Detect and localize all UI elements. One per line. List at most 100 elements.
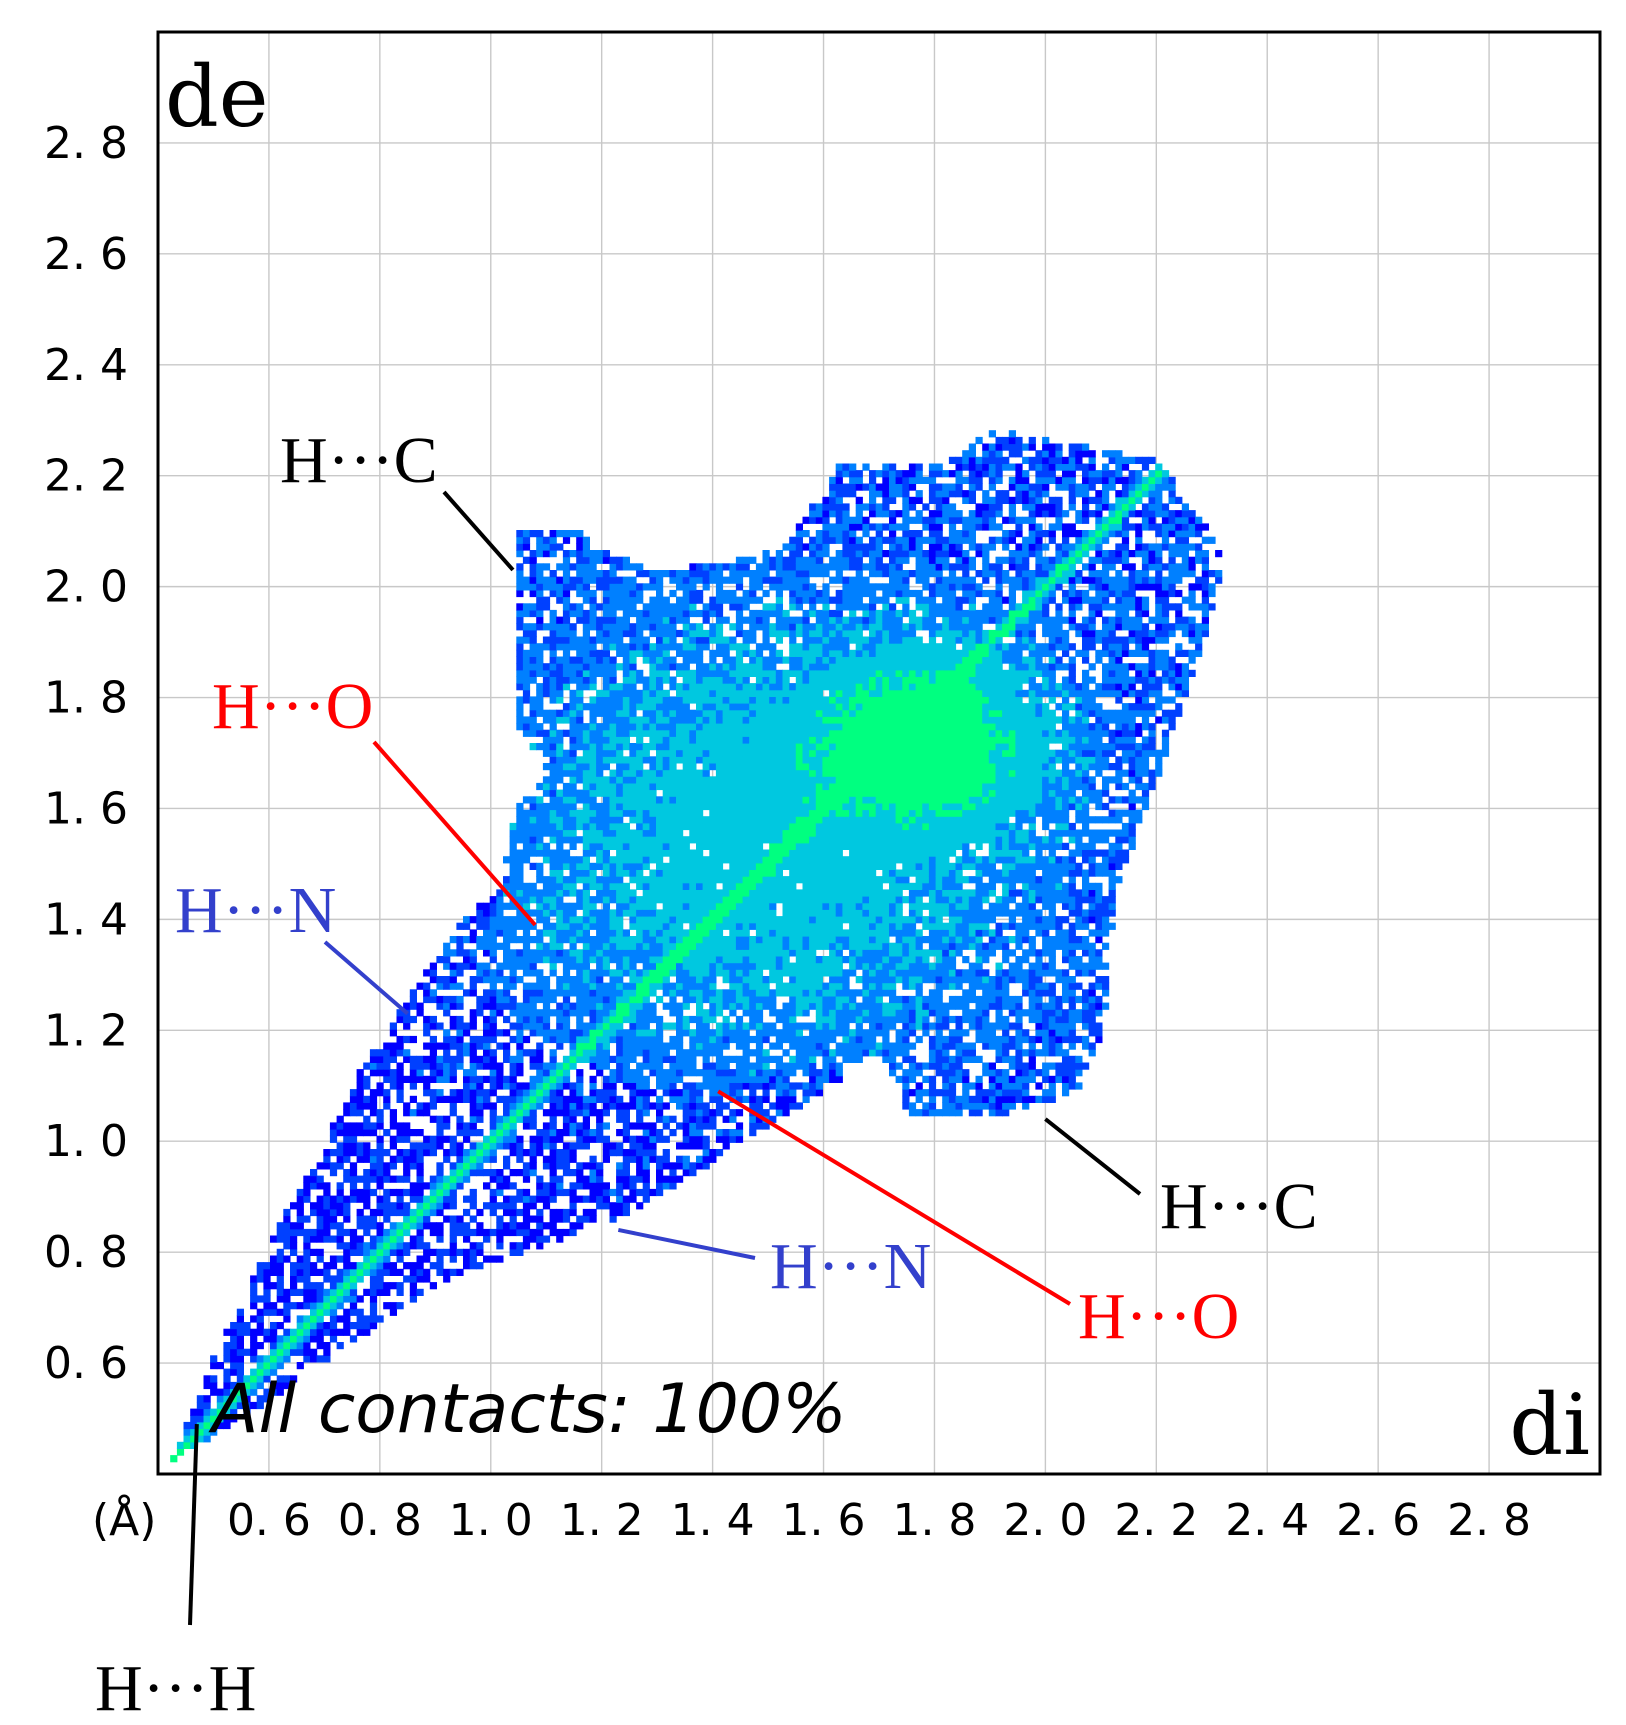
density-cell [562, 1035, 571, 1044]
density-cell [669, 769, 677, 777]
density-cell [522, 543, 531, 551]
density-cell [582, 1042, 590, 1050]
density-cell [549, 922, 557, 930]
density-cell [682, 723, 690, 731]
density-cell [629, 1049, 637, 1057]
density-cell [749, 822, 757, 831]
density-cell [722, 889, 730, 897]
density-cell [270, 1328, 278, 1336]
density-cell [522, 902, 531, 910]
density-cell [549, 909, 557, 917]
density-cell [489, 1109, 497, 1117]
density-cell [576, 1035, 584, 1044]
density-cell [363, 1129, 371, 1137]
density-cell [389, 1235, 397, 1243]
density-cell [203, 1415, 211, 1423]
density-cell [516, 603, 524, 611]
density-cell [536, 816, 544, 824]
density-cell [576, 1029, 584, 1037]
density-cell [769, 556, 777, 564]
density-cell [343, 1109, 351, 1117]
density-cell [649, 576, 657, 584]
density-cell [316, 1162, 324, 1170]
density-cell [742, 723, 750, 731]
density-cell [489, 1169, 497, 1177]
density-cell [689, 789, 697, 797]
density-cell [696, 976, 704, 984]
density-cell [729, 563, 737, 571]
density-cell [336, 1162, 344, 1170]
density-cell [636, 995, 644, 1004]
density-cell [230, 1408, 238, 1416]
density-cell [529, 1142, 537, 1150]
density-cell [503, 1129, 511, 1137]
density-cell [809, 749, 817, 757]
density-cell [789, 1069, 797, 1077]
density-cell [676, 743, 684, 751]
density-cell [549, 989, 557, 997]
density-cell [363, 1202, 371, 1210]
density-cell [676, 683, 684, 691]
density-cell [582, 869, 590, 877]
density-cell [669, 636, 677, 644]
density-cell [755, 902, 764, 910]
density-cell [409, 1235, 417, 1243]
density-cell [662, 802, 670, 811]
density-cell [436, 1042, 444, 1050]
density-cell [416, 1228, 424, 1237]
density-cell [769, 763, 777, 771]
density-cell [649, 769, 657, 777]
density-cell [609, 1015, 617, 1024]
density-cell [589, 1042, 597, 1050]
density-cell [589, 969, 597, 977]
density-cell [636, 1075, 644, 1083]
density-cell [622, 942, 630, 950]
density-cell [476, 962, 484, 970]
density-cell [815, 769, 823, 777]
density-cell [496, 1029, 504, 1037]
density-cell [356, 1102, 364, 1110]
density-cell [569, 636, 577, 644]
density-cell [749, 1122, 757, 1130]
density-cell [749, 576, 757, 584]
density-cell [609, 995, 617, 1004]
density-cell [802, 723, 810, 731]
density-cell [749, 636, 757, 644]
density-cell [549, 1115, 557, 1123]
density-cell [742, 782, 750, 791]
density-cell [689, 1129, 697, 1137]
density-cell [795, 576, 803, 584]
density-cell [602, 989, 610, 997]
density-cell [629, 609, 637, 618]
density-cell [596, 689, 604, 697]
density-cell [456, 922, 464, 930]
density-cell [775, 636, 783, 644]
density-cell [802, 796, 810, 804]
density-cell [642, 889, 650, 897]
density-cell [795, 756, 803, 764]
density-cell [536, 1055, 544, 1063]
density-cell [809, 1002, 817, 1010]
density-cell [403, 1055, 411, 1063]
density-cell [456, 1095, 464, 1103]
density-cell [669, 609, 677, 618]
density-cell [356, 1322, 364, 1330]
density-cell [190, 1421, 198, 1430]
density-cell [529, 1095, 537, 1103]
density-cell [795, 689, 803, 697]
density-cell [729, 723, 737, 731]
density-cell [383, 1208, 391, 1217]
density-cell [562, 663, 571, 671]
density-cell [682, 796, 690, 804]
density-cell [649, 656, 657, 664]
density-cell [576, 929, 584, 937]
density-cell [409, 1262, 417, 1270]
density-cell [689, 876, 697, 884]
density-cell [323, 1275, 331, 1283]
density-cell [316, 1322, 324, 1330]
density-cell [702, 603, 710, 611]
density-cell [702, 856, 710, 864]
density-cell [742, 689, 750, 697]
density-cell [389, 1082, 397, 1090]
density-cell [489, 1075, 497, 1083]
